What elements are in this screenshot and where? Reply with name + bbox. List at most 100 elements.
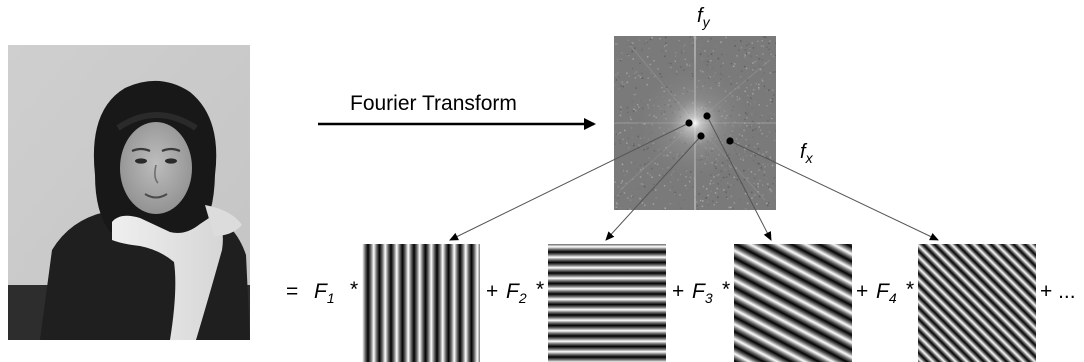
spectrum-speckle [738, 199, 741, 201]
spectrum-speckle [727, 186, 730, 188]
plus-3: + [672, 280, 684, 303]
spectrum-speckle [714, 47, 716, 50]
spectrum-speckle [633, 162, 635, 165]
spectrum-speckle [758, 88, 760, 90]
spectrum-speckle [630, 161, 633, 164]
spectrum-speckle [649, 200, 651, 202]
spectrum-speckle [620, 207, 622, 209]
spectrum-speckle [758, 163, 760, 165]
spectrum-speckle [639, 176, 642, 178]
spectrum-speckle [759, 66, 761, 68]
spectrum-speckle [747, 168, 750, 171]
spectrum-speckle [616, 203, 618, 205]
spectrum-speckle [614, 84, 616, 86]
spectrum-speckle [663, 45, 666, 48]
spectrum-speckle [621, 81, 623, 83]
spectrum-speckle [689, 36, 691, 38]
spectrum-speckle [685, 204, 688, 207]
spectrum-speckle [705, 36, 707, 39]
spectrum-speckle [775, 49, 776, 51]
frequency-connectors [449, 115, 939, 241]
spectrum-speckle [755, 59, 758, 61]
spectrum-speckle [649, 58, 651, 60]
spectrum-speckle [720, 41, 722, 43]
spectrum-speckle [632, 76, 635, 78]
spectrum-speckle [710, 190, 712, 192]
spectrum-speckle [746, 44, 748, 47]
spectrum-speckle [758, 169, 760, 171]
spectrum-speckle [756, 56, 758, 58]
spectrum-speckle [620, 58, 623, 60]
multiply-2: * [536, 278, 544, 301]
spectrum-speckle [713, 204, 715, 206]
spectrum-speckle [627, 197, 629, 199]
spectrum-speckle [762, 45, 765, 48]
spectrum-speckle [766, 156, 768, 158]
spectrum-speckle [631, 178, 634, 180]
spectrum-speckle [655, 189, 657, 191]
spectrum-speckle [745, 177, 747, 180]
spectrum-speckle [627, 44, 630, 46]
spectrum-speckle [760, 45, 763, 47]
spectrum-speckle [617, 197, 620, 199]
spectrum-speckle [757, 183, 759, 185]
spectrum-speckle [621, 180, 624, 182]
spectrum-speckle [641, 49, 644, 52]
spectrum-speckle [733, 184, 735, 186]
spectrum-speckle [634, 77, 637, 79]
spectrum-speckle [757, 185, 759, 188]
spectrum-speckle [772, 100, 775, 103]
spectrum-speckle [617, 75, 619, 77]
spectrum-speckle [638, 39, 641, 41]
spectrum-speckle [616, 72, 619, 74]
spectrum-speckle [756, 55, 758, 57]
spectrum-speckle [697, 47, 699, 50]
spectrum-speckle [766, 46, 768, 48]
spectrum-speckle [762, 53, 764, 55]
spectrum-speckle [626, 81, 628, 84]
spectrum-speckle [630, 43, 632, 46]
spectrum-speckle [707, 194, 709, 197]
spectrum-speckle [637, 188, 639, 190]
spectrum-speckle [631, 42, 634, 44]
spectrum-speckle [764, 166, 766, 168]
grating-vertical [362, 244, 480, 362]
spectrum-speckle [740, 46, 743, 49]
spectrum-speckle [623, 161, 625, 164]
spectrum-speckle [755, 83, 757, 85]
spectrum-speckle [744, 54, 746, 56]
spectrum-speckle [624, 129, 626, 132]
spectrum-speckle [649, 38, 652, 41]
spectrum-speckle [644, 204, 646, 207]
spectrum-speckle [661, 49, 663, 52]
spectrum-speckle [766, 135, 768, 137]
spectrum-speckle [627, 147, 630, 149]
spectrum-speckle [767, 202, 770, 204]
spectrum-speckle [714, 45, 717, 48]
spectrum-speckle [627, 39, 630, 42]
spectrum-speckle [692, 44, 694, 47]
spectrum-speckle [614, 104, 616, 107]
spectrum-speckle [680, 207, 682, 209]
coefficient-f1: F1 [314, 280, 335, 306]
spectrum-speckle [619, 191, 621, 194]
spectrum-speckle [763, 72, 765, 74]
spectrum-speckle [749, 189, 751, 191]
spectrum-speckle [725, 36, 727, 39]
spectrum-speckle [772, 183, 774, 185]
spectrum-speckle [771, 101, 773, 103]
spectrum-speckle [755, 186, 758, 188]
spectrum-speckle [758, 58, 761, 60]
spectrum-speckle [769, 78, 771, 81]
spectrum-speckle [701, 205, 704, 208]
spectrum-speckle [621, 169, 623, 172]
spectrum-speckle [631, 50, 633, 53]
spectrum-speckle [620, 106, 622, 108]
spectrum-speckle [761, 184, 764, 187]
spectrum-speckle [767, 157, 769, 160]
spectrum-speckle [736, 178, 738, 181]
spectrum-speckle [674, 193, 676, 196]
spectrum-speckle [696, 201, 698, 203]
spectrum-speckle [635, 56, 638, 58]
spectrum-speckle [639, 45, 641, 47]
